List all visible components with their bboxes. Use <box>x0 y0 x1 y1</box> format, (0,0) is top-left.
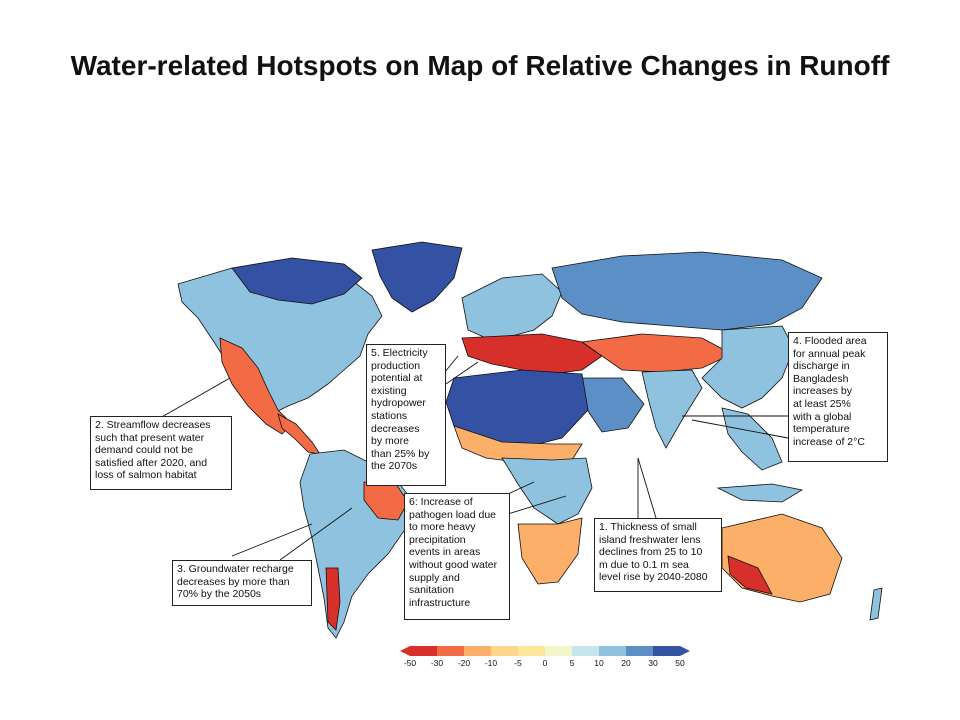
region-mediterranean <box>461 333 603 375</box>
region-central-asia <box>580 333 733 373</box>
region-indonesia <box>716 483 804 503</box>
leader-line-2 <box>159 377 231 419</box>
region-new-zealand <box>869 587 883 621</box>
region-north-africa <box>445 369 589 449</box>
callout-bangladesh-flooding: 4. Flooded area for annual peak discharg… <box>788 332 888 462</box>
page-title: Water-related Hotspots on Map of Relativ… <box>70 50 890 81</box>
region-central-america <box>277 413 321 455</box>
colorbar-tick-label: 10 <box>594 658 604 668</box>
region-greenland <box>371 241 463 313</box>
colorbar: -50 -30 -20 -10 -5 0 5 10 20 30 50 <box>400 646 690 668</box>
region-europe <box>461 273 563 339</box>
colorbar-tick-label: -20 <box>458 658 471 668</box>
colorbar-left-arrow <box>400 646 410 656</box>
leader-line-6a <box>507 481 535 495</box>
colorbar-swatch <box>653 646 680 656</box>
region-central-africa <box>501 457 593 525</box>
land-regions <box>177 241 883 639</box>
leader-line-3 <box>279 507 353 561</box>
colorbar-tick-label: -50 <box>404 658 417 668</box>
region-australia <box>721 513 843 603</box>
colorbar-swatch <box>464 646 491 656</box>
leader-line-3b <box>231 523 313 557</box>
region-southwest-australia <box>727 555 773 595</box>
callout-electricity-production: 5. Electricity production potential at e… <box>366 344 446 486</box>
leader-line-5b <box>439 361 479 389</box>
region-southern-andes <box>325 567 341 631</box>
colorbar-tick-label: 30 <box>648 658 658 668</box>
colorbar-tick-label: -10 <box>485 658 498 668</box>
callout-groundwater-recharge: 3. Groundwater recharge decreases by mor… <box>172 560 312 606</box>
region-southeast-asia <box>721 407 783 471</box>
runoff-change-map: -50 -30 -20 -10 -5 0 5 10 20 30 50 <box>159 241 883 668</box>
callout-small-island-freshwater: 1. Thickness of small island freshwater … <box>594 518 722 592</box>
colorbar-swatch <box>572 646 599 656</box>
callout-pathogen-load: 6: Increase of pathogen load due to more… <box>404 493 510 620</box>
colorbar-tick-label: 5 <box>570 658 575 668</box>
region-siberia <box>551 251 823 331</box>
leader-line-1b <box>637 457 657 519</box>
colorbar-swatch <box>437 646 464 656</box>
region-south-asia <box>641 369 703 449</box>
colorbar-tick-label: -5 <box>514 658 522 668</box>
colorbar-swatch <box>410 646 437 656</box>
colorbar-tick-label: 50 <box>675 658 685 668</box>
colorbar-swatch <box>491 646 518 656</box>
colorbar-tick-label: -30 <box>431 658 444 668</box>
colorbar-swatch <box>518 646 545 656</box>
colorbar-tick-label: 0 <box>543 658 548 668</box>
region-southern-africa <box>517 517 583 585</box>
leader-line-4b <box>691 419 789 439</box>
colorbar-swatch <box>626 646 653 656</box>
colorbar-tick-label: 20 <box>621 658 631 668</box>
callout-streamflow-decreases: 2. Streamflow decreases such that presen… <box>90 416 232 490</box>
region-northern-canada <box>231 257 363 305</box>
colorbar-swatch <box>545 646 572 656</box>
region-east-asia <box>701 325 795 409</box>
colorbar-right-arrow <box>680 646 690 656</box>
colorbar-swatch <box>599 646 626 656</box>
region-arabian-peninsula <box>581 377 645 433</box>
leader-line-6b <box>507 495 567 515</box>
